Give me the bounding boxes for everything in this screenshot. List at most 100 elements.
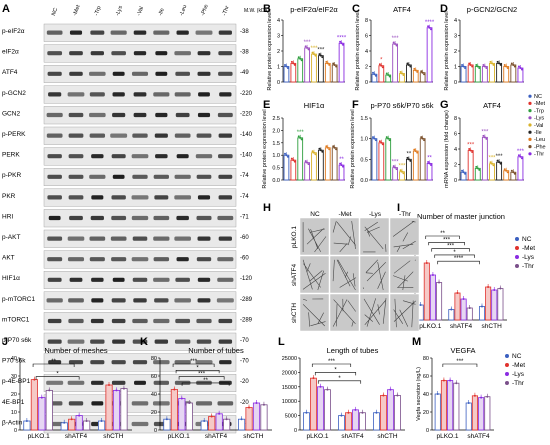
blot-band: [131, 215, 149, 221]
blot-mw-label: -289: [240, 297, 253, 303]
blot-band: [68, 401, 84, 406]
data-point: [482, 134, 485, 137]
panel-letter-d: D: [440, 3, 448, 15]
bar: [378, 142, 385, 181]
y-tick-label: 0.5: [272, 166, 280, 172]
data-point: [314, 153, 317, 156]
bar: [412, 150, 419, 181]
micro-image: [299, 255, 330, 294]
legend-label: -Met: [512, 362, 525, 369]
data-point: [335, 65, 338, 68]
blot-band: [218, 154, 233, 159]
data-point: [325, 60, 328, 63]
blot-band: [153, 380, 170, 385]
blot-band: [67, 257, 85, 262]
chart-title: ATF4: [483, 101, 501, 110]
blot-band: [112, 277, 125, 282]
data-point: [409, 65, 412, 68]
y-tick-label: 0: [14, 428, 17, 434]
blot-band: [218, 195, 233, 200]
blot-band: [133, 298, 147, 303]
y-tick-label: 3: [454, 34, 457, 40]
blot-row-label: p-PERK: [2, 131, 26, 138]
blot-band: [175, 318, 191, 324]
blot-row-label: 4E-BP1: [2, 399, 25, 406]
y-tick-label: 25000: [282, 356, 297, 362]
chart-title: p-P70 s6k/P70 s6k: [371, 101, 434, 110]
blot-band: [91, 380, 104, 385]
tube-network: [302, 222, 327, 253]
y-tick-label: 0: [365, 80, 368, 86]
x-tick-label: shATF4: [341, 433, 364, 440]
bar: [496, 62, 503, 83]
bar: [185, 402, 193, 431]
bar: [484, 396, 491, 431]
significance-label: ***: [488, 156, 496, 162]
data-point: [304, 160, 307, 163]
blot-row-label: mTORC1: [2, 316, 30, 323]
y-tick-label: 0: [154, 428, 157, 434]
data-point: [293, 160, 296, 163]
legend-label: -Ile: [534, 130, 542, 136]
blot-mw-label: -20: [240, 400, 249, 406]
blot-band: [132, 174, 148, 179]
tube-network: [393, 298, 416, 328]
blot-mw-label: -220: [240, 111, 253, 117]
bar: [434, 393, 441, 431]
tube-network: [363, 221, 387, 253]
blot-band: [198, 92, 210, 97]
bar: [290, 159, 297, 181]
bar: [352, 409, 359, 431]
data-point: [510, 169, 513, 172]
blot-band: [134, 380, 146, 385]
x-tick-label: pLKO.1: [28, 433, 50, 440]
legend-swatch: [528, 101, 532, 105]
blot-rows: p-eIF2α -38 eIF2α -38 ATF4 -49 p-GCN2 -220 GCN2 -…: [2, 23, 253, 434]
chart-title: p-eIF2α/eIF2α: [290, 5, 338, 14]
chart-title: p-GCN2/GCN2: [467, 5, 517, 14]
y-tick-label: 3: [277, 34, 280, 40]
bar: [517, 156, 524, 181]
y-tick-label: 10: [11, 410, 17, 416]
blot-row-label: p-mTORC1: [2, 296, 35, 303]
blot-lane-label: -Trp: [94, 5, 103, 16]
legend-label: -Thr: [534, 152, 544, 158]
blot-lane-label: -Ile: [158, 7, 166, 16]
blot-band: [132, 339, 148, 344]
blot-band: [174, 360, 191, 365]
blot-band: [68, 174, 84, 179]
chart-title: Number of tubes: [188, 346, 244, 355]
blot-band: [153, 215, 170, 221]
blot-band: [196, 339, 212, 344]
data-point: [430, 163, 433, 166]
blot-row-label: AKT: [2, 255, 15, 262]
data-point: [496, 159, 499, 162]
y-tick-label: 20: [11, 392, 17, 398]
bar: [448, 309, 455, 321]
blot-band: [219, 92, 232, 97]
legend-swatch: [505, 372, 509, 376]
bar: [324, 389, 331, 431]
y-tick-label: 2: [454, 163, 457, 169]
bar: [297, 58, 304, 83]
bar: [170, 389, 178, 431]
y-axis-label: Relative protein expression level: [350, 109, 356, 188]
blot-band: [89, 112, 106, 118]
data-point: [304, 45, 307, 48]
blot-band: [131, 71, 149, 76]
blot-band: [196, 215, 212, 221]
blot-band: [112, 339, 126, 344]
blot-band: [155, 51, 168, 56]
significance-label: ***: [496, 154, 504, 160]
significance-bracket: [428, 242, 465, 246]
legend-swatch: [528, 109, 532, 113]
y-tick-label: 0: [454, 80, 457, 86]
data-point: [395, 168, 398, 171]
micro-image: [359, 255, 390, 294]
data-point: [420, 136, 423, 139]
significance-label: *: [334, 367, 337, 373]
y-tick-label: 1: [454, 65, 457, 71]
y-axis-label: Relative protein expression level: [355, 11, 361, 90]
bar: [283, 154, 290, 181]
